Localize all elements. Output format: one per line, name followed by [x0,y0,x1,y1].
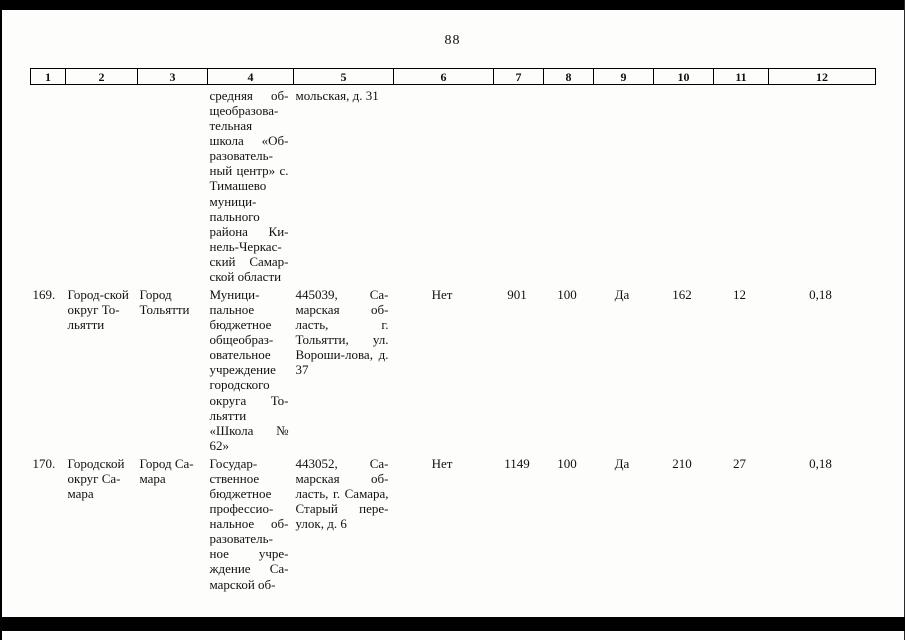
cell-col6 [394,85,494,285]
cell-address: 445039, Са-марская об-ласть, г. Тольятти… [295,287,389,378]
column-header-12: 12 [768,68,876,85]
cell-number [31,85,66,285]
scan-edge-top [0,0,905,10]
cell-organization: средняя об-щеобразова-тельная школа «Об-… [209,88,289,284]
cell-city: Город Са-мара [139,455,194,486]
cell-col8: 100 [557,287,577,303]
cell-city [138,85,208,285]
cell-organization: Государ-ственное бюджетное профессио-нал… [209,455,289,592]
cell-col10 [654,85,714,285]
column-header-5: 5 [293,68,394,85]
cell-col11: 12 [733,287,746,303]
cell-col12: 0,18 [809,455,832,471]
column-header-6: 6 [393,68,494,85]
cell-address: 443052, Са-марская об-ласть, г. Самара, … [295,455,389,532]
cell-col7: 1149 [504,455,530,471]
cell-col6: Нет [431,287,453,303]
cell-col8: 100 [557,455,577,471]
column-header-3: 3 [137,68,208,85]
cell-col11: 27 [733,455,746,471]
scan-edge-left [0,0,2,640]
cell-district: Городской округ Са-мара [67,455,125,502]
column-header-8: 8 [543,68,594,85]
cell-col9: Да [614,455,630,471]
cell-number: 169. [32,287,56,303]
column-header-9: 9 [593,68,654,85]
column-header-11: 11 [713,68,769,85]
cell-col7 [494,85,544,285]
registry-table: 1 2 3 4 5 6 7 8 9 10 11 12 средняя об-ще… [30,68,876,592]
column-header-2: 2 [65,68,138,85]
table-row-169: 169. Город-ской округ То-льятти Город То… [31,284,876,453]
cell-col12 [769,85,876,285]
cell-col10: 210 [672,455,692,471]
column-header-1: 1 [30,68,66,85]
column-header-10: 10 [653,68,714,85]
cell-col8 [544,85,594,285]
page-number: 88 [444,33,461,48]
table-row-continuation: средняя об-щеобразова-тельная школа «Об-… [31,85,876,285]
cell-col10: 162 [672,287,692,303]
cell-col9: Да [614,287,630,303]
column-header-4: 4 [207,68,294,85]
scan-edge-bottom [0,617,905,631]
cell-col9 [594,85,654,285]
cell-organization: Муници-пальное бюджетное общеобраз-овате… [209,287,289,453]
cell-number: 170. [32,455,56,471]
cell-district [66,85,138,285]
cell-col11 [714,85,769,285]
cell-district: Город-ской округ То-льятти [67,287,129,333]
cell-col12: 0,18 [809,287,832,303]
cell-col6: Нет [431,455,453,471]
cell-col7: 901 [507,287,527,303]
cell-address: мольская, д. 31 [295,88,379,103]
table-row-170: 170. Городской округ Са-мара Город Са-ма… [31,453,876,592]
column-header-7: 7 [493,68,544,85]
table-header-row: 1 2 3 4 5 6 7 8 9 10 11 12 [30,68,876,85]
cell-city: Город Тольятти [139,287,190,318]
